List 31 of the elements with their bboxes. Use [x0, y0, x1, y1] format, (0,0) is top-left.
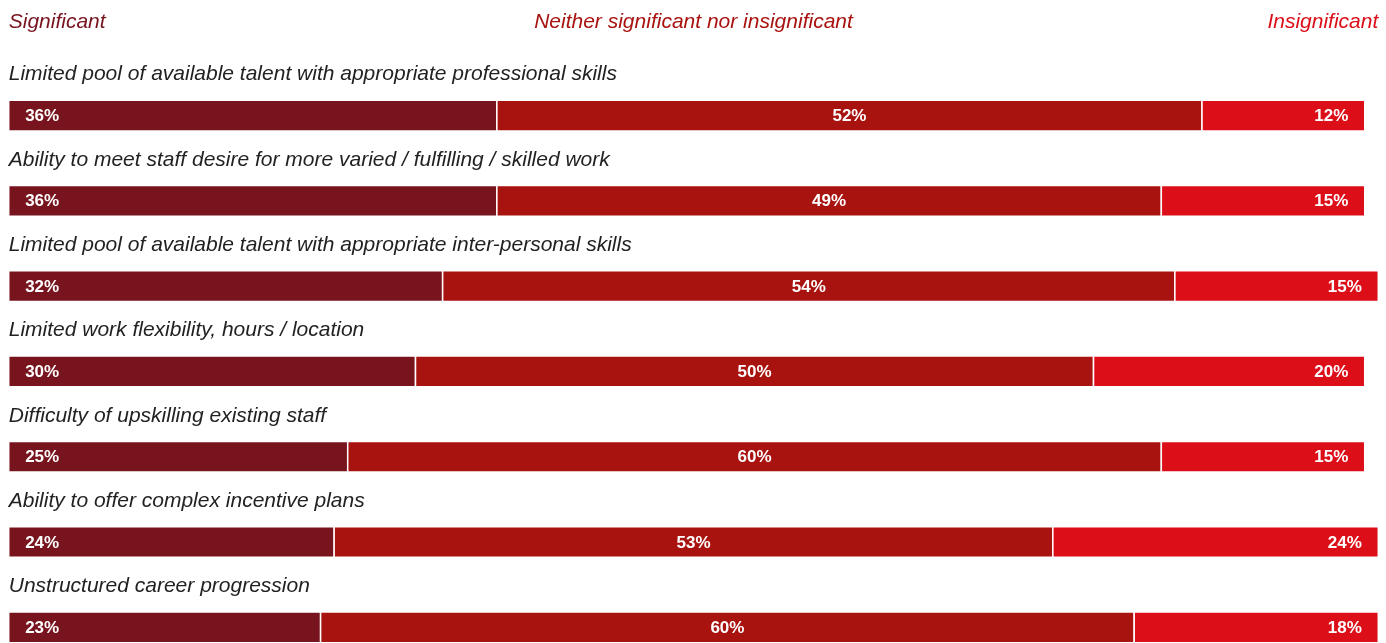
data-label: 15%: [1314, 447, 1349, 467]
data-label: 20%: [1314, 361, 1349, 381]
data-label: 54%: [791, 276, 826, 296]
data-label: 50%: [737, 361, 772, 381]
data-label: 24%: [1327, 532, 1362, 552]
data-label: 25%: [25, 447, 60, 467]
y-tick-label: Limited pool of available talent with appropriate professional skills: [8, 61, 618, 85]
data-label: 32%: [25, 276, 60, 296]
data-label: 23%: [25, 617, 60, 637]
data-label: 49%: [812, 191, 847, 211]
data-label: 36%: [25, 191, 60, 211]
y-tick-label: Difficulty of upskilling existing staff: [8, 402, 329, 426]
data-label: 60%: [737, 447, 772, 467]
y-tick-label: Ability to meet staff desire for more varied / fulfilling / skilled work: [6, 146, 612, 170]
data-label: 15%: [1314, 191, 1349, 211]
data-label: 36%: [25, 106, 60, 126]
data-label: 30%: [25, 361, 60, 381]
text: Insignificant: [1267, 9, 1380, 33]
y-tick-label: Unstructured career progression: [8, 573, 310, 597]
data-label: 15%: [1327, 276, 1362, 296]
data-label: 60%: [710, 617, 745, 637]
text: Significant: [8, 9, 107, 33]
y-tick-label: Limited work flexibility, hours / location: [8, 317, 365, 341]
data-label: 18%: [1327, 617, 1362, 637]
data-label: 24%: [25, 532, 60, 552]
data-label: 53%: [676, 532, 711, 552]
data-label: 12%: [1314, 106, 1349, 126]
text: Neither significant nor insignificant: [534, 9, 854, 33]
y-tick-label: Limited pool of available talent with appropriate inter-personal skills: [8, 232, 633, 256]
y-tick-label: Ability to offer complex incentive plans: [6, 487, 366, 511]
data-label: 52%: [832, 106, 867, 126]
